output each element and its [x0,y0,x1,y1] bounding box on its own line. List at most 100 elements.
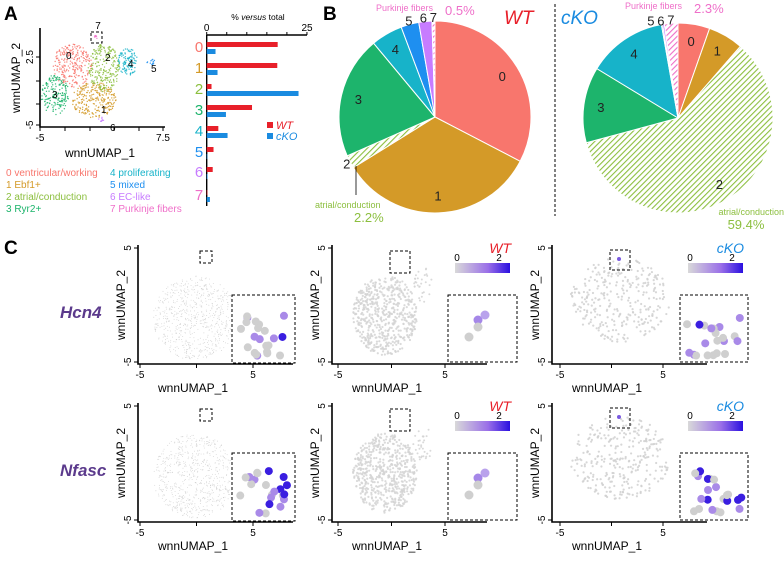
inset-cell [276,502,285,511]
inset-cell [265,500,274,509]
bar-cKO-1 [206,70,218,75]
wt-cells-right [412,428,432,461]
inset-cell [261,481,270,490]
feature-xtick: -5 [136,370,145,381]
pie-slice-label-6: 6 [420,11,427,26]
inset-cell [270,487,279,496]
cko-cells [569,258,670,343]
umap-a-xtick-min: -5 [36,133,45,144]
zoom-inset [447,452,518,521]
feature-xlabel: wnnUMAP_1 [351,539,422,553]
cluster-0-points [52,43,93,88]
inset-cell [255,508,264,517]
cluster-3-points [40,74,70,116]
cluster-label-3: 3 [52,90,58,101]
feature-axes [331,403,487,523]
feature-axes [137,245,293,365]
bar-cKO-0 [206,49,216,54]
cluster-6-points [97,116,105,123]
pie-slice-label-5: 5 [647,14,654,29]
feature-axes [551,403,707,523]
inset-cell [241,473,250,482]
bar-cKO-4 [206,133,228,138]
inset-cell [703,495,712,504]
zoom-inset [231,294,296,364]
pie-slice-label-7: 7 [430,10,437,25]
umap-cluster-labels: 7 0 2 4 5 3 1 6 [52,21,157,134]
feature-ytick: 5 [317,403,328,409]
gene-label-nfasc: Nfasc [60,461,107,480]
zoom-region-box [199,408,213,422]
feature-ytick: 5 [123,245,134,251]
feature-xlabel: wnnUMAP_1 [351,381,422,395]
bar-category-label-3: 3 [195,102,203,119]
pie-slice-7 [663,22,679,119]
cluster-2-points [87,44,121,93]
inset-cell [480,310,490,320]
colorbar-tick: 2 [496,411,502,422]
bar-WT-2 [206,84,212,89]
bar-cKO-6 [206,174,208,179]
feature-plot-nfasc-all: -5 5 5 -5 wnnUMAP_1 wnnUMAP_2 [114,403,296,553]
cluster-label-5: 5 [151,64,157,75]
feature-ytick: 5 [123,403,134,409]
bar-WT-0 [206,42,278,47]
inset-cell [269,334,278,343]
inset-cell [473,473,483,483]
bar-xtick-max: 25 [301,23,313,34]
inset-cell [685,348,694,357]
legend-item-4: 4 proliferating [110,168,171,179]
inset-cell [737,493,746,502]
pie-slice-label-4: 4 [630,47,637,62]
wt-atrial-label: atrial/conduction [315,200,381,210]
bar-WT-6 [206,167,213,172]
inset-cell [704,486,713,495]
feature-xtick: -5 [556,370,565,381]
inset-cell [254,324,263,333]
colorbar-tick: 0 [687,411,693,422]
pie-slice-4 [596,23,679,120]
inset-cell [703,474,712,483]
pie-slice-label-6: 6 [657,13,664,28]
bar-category-label-7: 7 [195,187,203,204]
feature-xtick: -5 [136,528,145,539]
inset-cell [735,504,744,513]
feature-xtick: 5 [660,528,666,539]
zoom-inset [447,294,518,363]
feature-ytick: -5 [123,357,134,366]
wt-purkinje-value: 0.5% [445,3,475,18]
bar-category-label-5: 5 [195,144,203,161]
bar-WT-4 [206,126,219,131]
inset-cell [473,480,483,490]
feature-xlabel: wnnUMAP_1 [157,539,228,553]
legend-item-0: 0 ventricular/working [6,168,98,179]
feature-xtick: 5 [442,528,448,539]
pie-cko-title: cKO [561,8,598,29]
condition-label-cko: cKO [717,398,744,414]
feature-xtick: 5 [250,528,256,539]
pie-slice-label-1: 1 [434,189,441,204]
feature-ylabel: wnnUMAP_2 [308,428,322,499]
pie-slice-label-3: 3 [597,100,604,115]
umap-a-ylabel: wnnUMAP_2 [9,43,23,114]
pie-slice-label-1: 1 [714,44,721,59]
umap-a-ytick-max: 2.5 [25,50,36,64]
cluster-label-7: 7 [95,21,101,32]
condition-label-cko: cKO [717,240,744,256]
wt-purkinje-label: Purkinje fibers [376,3,434,13]
inset-cell [723,496,732,505]
zoom-inset [679,294,749,363]
inset-cell [253,469,262,478]
inset-cell [279,473,288,482]
inset-cell [252,350,261,359]
inset-cell [250,332,259,341]
bar-category-label-6: 6 [195,164,203,181]
colorbar-tick: 2 [729,253,735,264]
umap-clusters-plot [40,34,156,123]
cko-purkinje-value: 2.3% [694,1,724,16]
bar-cKO-2 [206,91,299,96]
